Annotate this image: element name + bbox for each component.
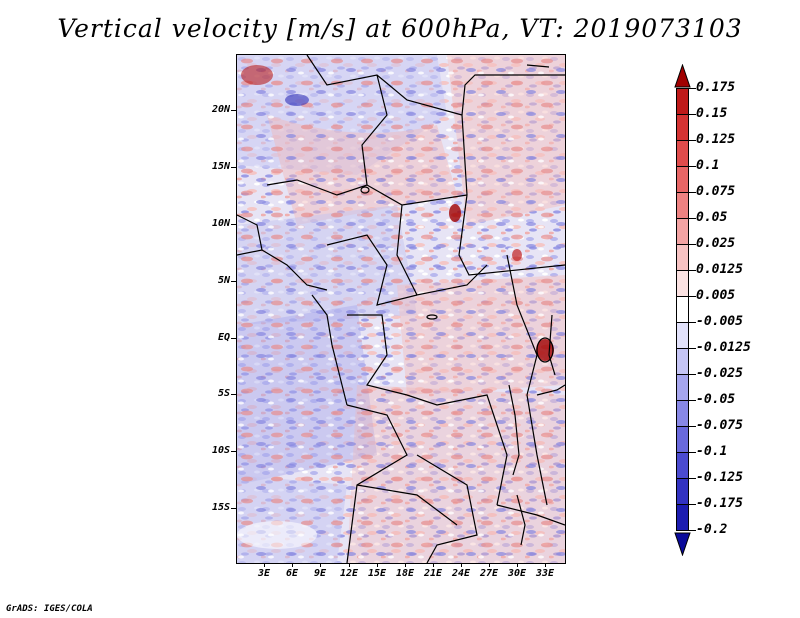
lon-label-27e: 27E [479, 568, 499, 579]
colorbar-label-0.175: 0.175 [696, 80, 736, 95]
lon-tick [433, 563, 434, 567]
lon-label-18e: 18E [395, 568, 415, 579]
colorbar-label-0.05: 0.05 [696, 210, 728, 225]
colorbar-segment [676, 244, 689, 270]
colorbar-label-0.15: 0.15 [696, 106, 728, 121]
lon-tick [517, 563, 518, 567]
colorbar-segment [676, 452, 689, 478]
lon-label-3e: 3E [257, 568, 271, 579]
colorbar-segment [676, 400, 689, 426]
lon-tick [545, 563, 546, 567]
colorbar-label-0.075: 0.075 [696, 184, 736, 199]
colorbar-segment [676, 504, 689, 530]
colorbar-label-neg0.2: -0.2 [696, 522, 728, 537]
colorbar-segment [676, 348, 689, 374]
colorbar-segment [676, 322, 689, 348]
lon-label-6e: 6E [285, 568, 299, 579]
colorbar-tick [676, 218, 696, 219]
colorbar-segment [676, 140, 689, 166]
colorbar-label-0.025: 0.025 [696, 236, 736, 251]
lon-label-24e: 24E [451, 568, 471, 579]
colorbar-label-neg0.0125: -0.0125 [696, 340, 751, 355]
colorbar-tick [676, 192, 696, 193]
colorbar-segment [676, 296, 689, 322]
colorbar-tick [676, 348, 696, 349]
lat-label-20n: 20N [211, 104, 230, 115]
colorbar-tick [676, 452, 696, 453]
lon-tick [405, 563, 406, 567]
map-panel [236, 54, 566, 564]
colorbar-label-0.005: 0.005 [696, 288, 736, 303]
colorbar-label-neg0.005: -0.005 [696, 314, 743, 329]
lon-tick [264, 563, 265, 567]
lon-label-21e: 21E [423, 568, 443, 579]
colorbar-tick [676, 296, 696, 297]
colorbar-segment [676, 426, 689, 452]
lon-tick [320, 563, 321, 567]
lon-label-15e: 15E [367, 568, 387, 579]
lat-tick [231, 338, 236, 339]
colorbar-segment [676, 114, 689, 140]
colorbar-segment [676, 218, 689, 244]
colorbar-tick [676, 504, 696, 505]
lat-tick [231, 394, 236, 395]
velocity-field-map [237, 55, 565, 563]
colorbar-top-arrow [674, 64, 691, 88]
lat-label-10n: 10N [211, 218, 230, 229]
lat-tick [231, 508, 236, 509]
lat-label-5s: 5S [217, 388, 230, 399]
lon-label-9e: 9E [313, 568, 327, 579]
lat-label-15n: 15N [211, 161, 230, 172]
colorbar-segment [676, 88, 689, 114]
lon-label-12e: 12E [339, 568, 359, 579]
colorbar-label-neg0.05: -0.05 [696, 392, 736, 407]
colorbar-segment [676, 478, 689, 504]
colorbar-tick [676, 530, 696, 531]
colorbar-label-0.0125: 0.0125 [696, 262, 743, 277]
lat-label-15s: 15S [211, 502, 230, 513]
lon-tick [377, 563, 378, 567]
colorbar-label-neg0.125: -0.125 [696, 470, 743, 485]
lon-tick [489, 563, 490, 567]
colorbar-label-neg0.075: -0.075 [696, 418, 743, 433]
colorbar-tick [676, 270, 696, 271]
colorbar-tick [676, 88, 696, 89]
lon-label-33e: 33E [535, 568, 555, 579]
colorbar-tick [676, 478, 696, 479]
colorbar-bottom-arrow [674, 532, 691, 556]
footer-credit: GrADS: IGES/COLA [6, 604, 93, 614]
colorbar-tick [676, 166, 696, 167]
colorbar-segment [676, 374, 689, 400]
lon-tick [349, 563, 350, 567]
colorbar-label-0.125: 0.125 [696, 132, 736, 147]
colorbar-tick [676, 140, 696, 141]
map-title: Vertical velocity [m/s] at 600hPa, VT: 2… [57, 14, 743, 43]
lat-tick [231, 167, 236, 168]
colorbar-segment [676, 270, 689, 296]
colorbar-tick [676, 400, 696, 401]
lon-tick [292, 563, 293, 567]
colorbar-tick [676, 114, 696, 115]
colorbar-segment [676, 166, 689, 192]
colorbar-label-neg0.1: -0.1 [696, 444, 728, 459]
colorbar-tick [676, 322, 696, 323]
colorbar-label-neg0.025: -0.025 [696, 366, 743, 381]
lat-label-5n: 5N [217, 275, 230, 286]
lat-tick [231, 110, 236, 111]
lat-tick [231, 224, 236, 225]
lon-label-30e: 30E [507, 568, 527, 579]
lon-tick [461, 563, 462, 567]
colorbar-label-0.1: 0.1 [696, 158, 720, 173]
colorbar-tick [676, 426, 696, 427]
lat-tick [231, 451, 236, 452]
colorbar-tick [676, 244, 696, 245]
colorbar-tick [676, 374, 696, 375]
colorbar-segment [676, 192, 689, 218]
lat-tick [231, 281, 236, 282]
colorbar-label-neg0.175: -0.175 [696, 496, 743, 511]
lat-label-10s: 10S [211, 445, 230, 456]
lat-label-eq: EQ [217, 332, 230, 343]
